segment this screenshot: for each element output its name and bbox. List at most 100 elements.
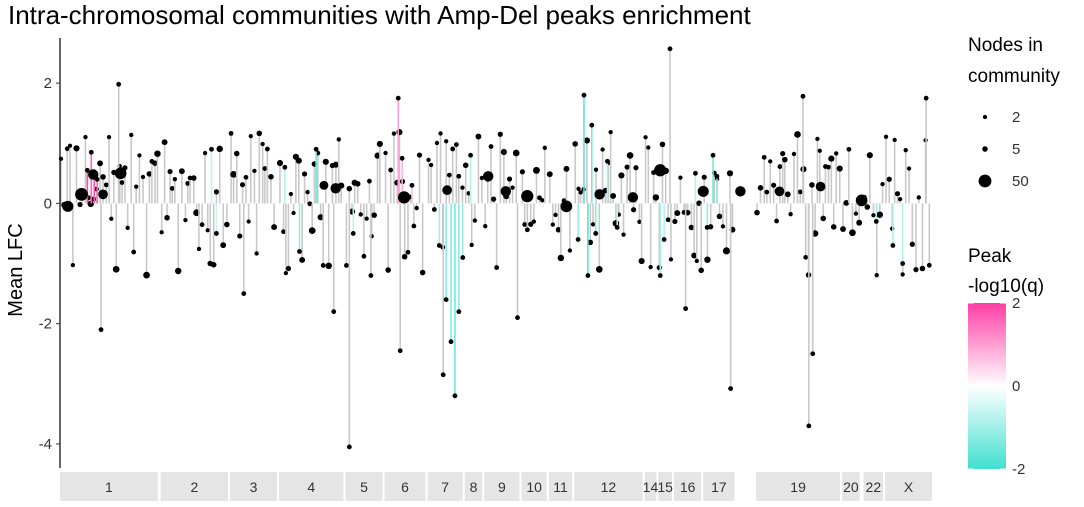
community-bar [577,188,580,204]
community-bar [875,203,878,276]
community-point [140,174,146,180]
community-point-enriched [614,225,620,230]
community-point [254,251,259,256]
community-bar [154,163,156,204]
chromosome-strip [160,472,229,501]
community-point [553,212,558,218]
community-point-enriched [890,243,896,248]
community-bar-enriched [591,125,593,204]
community-bar [317,153,319,204]
chromosome-label: 7 [441,479,449,495]
community-bar [486,179,489,204]
community-point [262,166,268,171]
community-point [391,131,397,136]
community-bar [198,203,200,249]
community-bar-enriched [284,167,286,204]
community-bar [838,168,841,204]
community-point [283,270,289,276]
y-tick-label: -4 [39,436,52,453]
community-bar [270,176,272,204]
community-bar [353,182,356,204]
community-point [175,267,182,275]
chromosome-strip [574,472,643,501]
community-point-extreme [368,273,374,278]
community-bar-enriched [86,170,89,204]
community-point [131,249,137,255]
chromosome-strip [703,472,735,501]
community-bar-enriched [397,98,400,204]
community-bar [407,203,409,253]
community-point [777,164,783,169]
community-bar [622,203,625,235]
community-bar [245,177,247,204]
community-point [624,164,630,170]
community-bar [722,203,724,227]
community-bar [604,190,607,204]
community-point [600,147,605,152]
chromosome-label: 14 [643,479,659,495]
community-bar [700,203,702,271]
community-point [846,146,852,152]
chromosome-label: 15 [657,479,673,495]
community-bar [230,133,232,204]
community-point [542,145,547,150]
community-bar [322,203,324,266]
community-bar [287,203,290,269]
community-bar [552,203,554,225]
community-bar [461,187,464,204]
community-point-enriched [88,149,94,155]
community-point [434,140,440,146]
community-point-large [560,200,573,213]
community-point [892,137,897,143]
community-point-large [62,200,74,212]
chromosome-strip [885,472,932,501]
community-bar-enriched [583,95,585,204]
community-bar [612,195,614,204]
community-point [246,219,251,224]
community-point [325,262,332,270]
community-bar [848,149,850,204]
legend-size-label: 2 [1012,109,1020,126]
community-point [109,216,114,221]
community-point-extreme [515,315,520,321]
community-point [856,219,863,226]
community-bar [266,149,269,204]
community-point [469,242,474,248]
community-bar [337,139,340,204]
legend-color-label: -2 [1012,461,1025,478]
community-bar [327,203,330,266]
community-point [587,239,594,246]
community-point [276,159,284,167]
community-point-large [855,194,868,207]
community-point [388,167,394,173]
community-point [621,232,626,237]
community-bar [586,140,588,204]
community-point [308,227,316,234]
community-bar [195,203,198,213]
community-point [610,192,617,199]
chromosome-strips: 1 2 3 4 5 6 7 8 9 10 11 12 14 15 16 17 19 20 22 X [60,472,932,501]
community-point-large [442,185,452,196]
community-point [659,141,666,148]
community-bar [769,161,772,204]
community-point [129,132,134,138]
community-bar [851,203,854,233]
legend-size-point [978,174,992,188]
community-point [383,150,388,156]
legend-color-label: 2 [1012,295,1020,312]
community-bar-extreme [669,48,671,204]
community-bar [87,197,90,204]
community-bar-enriched [401,158,403,204]
community-bar [264,168,266,204]
community-point [726,170,734,177]
community-point [522,222,528,227]
plot-area [58,46,932,450]
community-point-enriched [900,261,906,266]
community-point [426,157,431,163]
community-bar [617,203,620,215]
community-bar [595,169,597,204]
community-bar [418,155,421,204]
community-point [346,185,353,192]
y-axis-label: Mean LFC [5,223,27,316]
community-point [897,196,903,202]
